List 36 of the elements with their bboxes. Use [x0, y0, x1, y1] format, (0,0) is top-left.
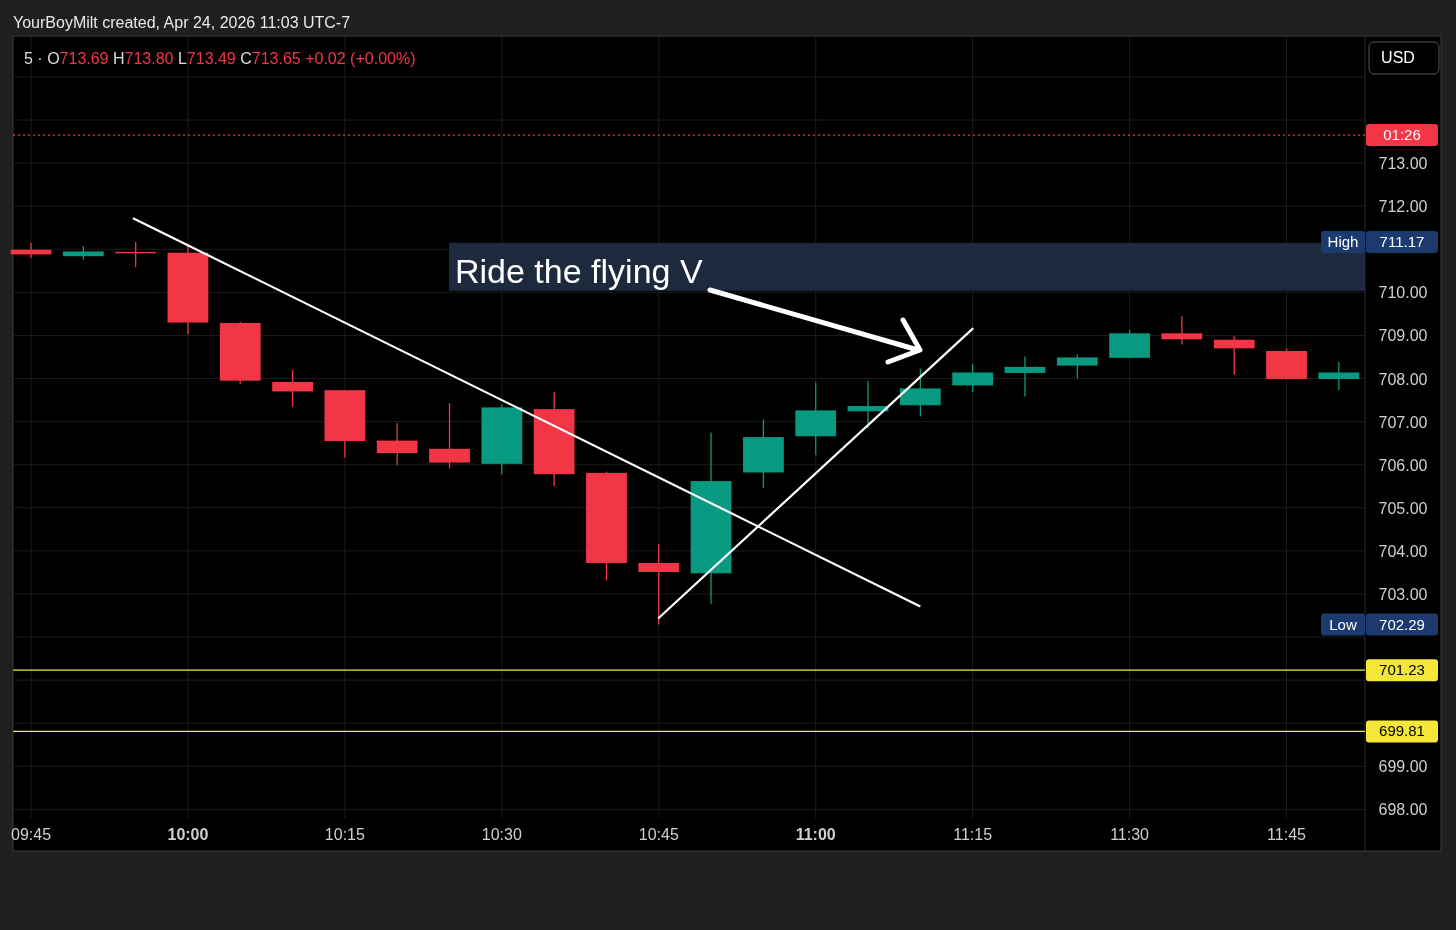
- annotation: Ride the flying V: [455, 252, 703, 290]
- candlestick: [638, 543, 680, 626]
- annotation: Low: [1329, 615, 1357, 633]
- text: 702.29: [1379, 615, 1425, 633]
- x-tick-label: 10:00: [167, 826, 209, 843]
- annotation: High: [1327, 232, 1359, 250]
- y-tick-label: 708.00: [1378, 370, 1428, 388]
- x-tick-label: 11:45: [1267, 826, 1307, 843]
- y-tick-label: 698.00: [1378, 801, 1428, 819]
- y-tick-label: 703.00: [1378, 585, 1428, 603]
- y-tick-label: 709.00: [1378, 327, 1428, 345]
- y-tick-label: 712.00: [1378, 198, 1428, 216]
- y-tick-label: 707.00: [1378, 413, 1428, 431]
- text: 711.17: [1379, 232, 1425, 250]
- y-tick-label: 699.00: [1378, 758, 1428, 776]
- y-tick-label: 704.00: [1378, 542, 1428, 560]
- ref-line-label: 701.23: [1379, 661, 1425, 679]
- y-tick-label: 710.00: [1378, 284, 1428, 302]
- y-tick-label: 706.00: [1378, 456, 1428, 474]
- y-tick-label: 713.00: [1378, 155, 1428, 173]
- x-tick-label: 09:45: [10, 826, 52, 843]
- chart-title: YourBoyMilt created, Apr 24, 2026 11:03 UTC-7: [13, 14, 351, 31]
- x-tick-label: 10:15: [324, 826, 366, 843]
- x-tick-label: 11:30: [1110, 826, 1150, 843]
- candlestick: [1161, 315, 1203, 346]
- x-tick-label: 10:45: [638, 826, 679, 843]
- text: 5 · O713.69 H713.80 L713.49 C713.65 +0.02 (+0.00%): [24, 50, 416, 67]
- ref-line-label: 699.81: [1379, 722, 1425, 740]
- candlestick: [1004, 355, 1046, 398]
- text: USD: [1381, 49, 1415, 66]
- x-tick-label: 10:30: [481, 826, 522, 843]
- candlestick: [1318, 361, 1360, 391]
- text: 01:26: [1383, 126, 1421, 144]
- x-tick-label: 11:00: [795, 826, 836, 843]
- x-tick-label: 11:15: [953, 826, 993, 843]
- y-tick-label: 705.00: [1378, 499, 1428, 517]
